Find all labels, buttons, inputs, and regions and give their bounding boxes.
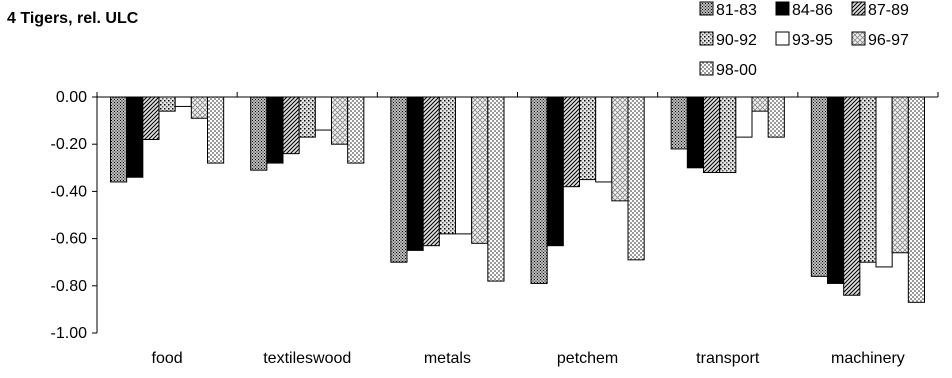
chart-title: 4 Tigers, rel. ULC — [7, 10, 139, 27]
y-tick-label: -1.00 — [51, 325, 88, 342]
bar-84-86-machinery — [827, 96, 845, 284]
bar-90-92-textileswood — [298, 96, 316, 138]
bar-93-95-textileswood — [314, 96, 332, 131]
bar-90-92-machinery — [859, 96, 877, 263]
bar-84-86-metals — [406, 96, 424, 251]
legend-swatch — [851, 31, 866, 46]
category-label: petchem — [557, 350, 618, 367]
bar-81-83-textileswood — [250, 96, 268, 171]
legend-swatch — [851, 1, 866, 16]
bar-98-00-machinery — [907, 96, 926, 303]
legend-swatch — [775, 31, 790, 46]
bar-87-89-metals — [422, 96, 440, 247]
category-label: food — [152, 350, 183, 367]
bar-93-95-machinery — [875, 96, 893, 268]
bar-96-97-textileswood — [331, 96, 349, 145]
bar-96-97-transport — [751, 96, 769, 112]
y-tick-label: -0.80 — [51, 278, 88, 295]
bar-81-83-transport — [670, 96, 688, 150]
legend-label: 87-89 — [868, 2, 909, 19]
bar-98-00-metals — [487, 96, 505, 282]
bar-81-83-metals — [390, 96, 408, 263]
legend-label: 81-83 — [716, 2, 757, 19]
bar-96-97-food — [190, 96, 209, 119]
category-label: transport — [696, 350, 760, 367]
bar-90-92-petchem — [579, 96, 597, 181]
legend-swatch — [699, 1, 714, 16]
legend-label: 84-86 — [792, 2, 833, 19]
bar-87-89-machinery — [843, 96, 861, 296]
category-label: metals — [424, 350, 471, 367]
bar-84-86-petchem — [546, 96, 564, 247]
bar-87-89-petchem — [562, 96, 581, 188]
legend-swatch — [775, 1, 790, 16]
bar-98-00-transport — [767, 96, 785, 138]
legend-label: 93-95 — [792, 32, 833, 49]
legend-label: 90-92 — [716, 32, 757, 49]
bar-84-86-textileswood — [266, 96, 284, 164]
bar-87-89-food — [142, 96, 160, 140]
bar-96-97-machinery — [891, 96, 909, 254]
bar-98-00-food — [207, 96, 225, 164]
bars — [110, 96, 926, 303]
bar-81-83-machinery — [810, 96, 829, 277]
legend-swatch — [699, 61, 714, 76]
bar-98-00-petchem — [627, 96, 645, 261]
bar-93-95-metals — [455, 96, 473, 235]
category-label: textileswood — [263, 350, 351, 367]
y-tick-label: -0.60 — [51, 231, 88, 248]
bar-93-95-food — [174, 96, 192, 107]
legend-label: 96-97 — [868, 32, 909, 49]
bar-93-95-transport — [735, 96, 753, 138]
y-tick-label: -0.20 — [51, 136, 88, 153]
axes — [92, 92, 939, 334]
category-label: machinery — [831, 350, 905, 367]
y-tick-labels: 0.00 -0.20 -0.40 -0.60 -0.80 -1.00 — [51, 89, 88, 342]
bar-98-00-textileswood — [347, 96, 365, 164]
bar-84-86-food — [126, 96, 144, 178]
y-tick-label: -0.40 — [51, 183, 88, 200]
bar-87-89-transport — [703, 96, 721, 174]
legend-label: 98-00 — [716, 62, 757, 79]
bar-81-83-petchem — [530, 96, 548, 284]
bar-90-92-food — [158, 96, 176, 112]
bar-90-92-metals — [438, 96, 456, 235]
bar-96-97-metals — [471, 96, 489, 244]
bar-90-92-transport — [719, 96, 737, 174]
bar-84-86-transport — [686, 96, 705, 169]
bar-93-95-petchem — [595, 96, 613, 183]
category-labels: food textileswood metals petchem transport ma… — [152, 350, 905, 367]
bar-96-97-petchem — [611, 96, 629, 202]
y-tick-label: 0.00 — [56, 89, 87, 106]
bar-87-89-textileswood — [282, 96, 300, 155]
bar-81-83-food — [110, 96, 128, 183]
legend: 81-83 84-86 87-89 90-92 93-95 96-97 98-00 — [699, 1, 909, 79]
legend-swatch — [699, 31, 714, 46]
